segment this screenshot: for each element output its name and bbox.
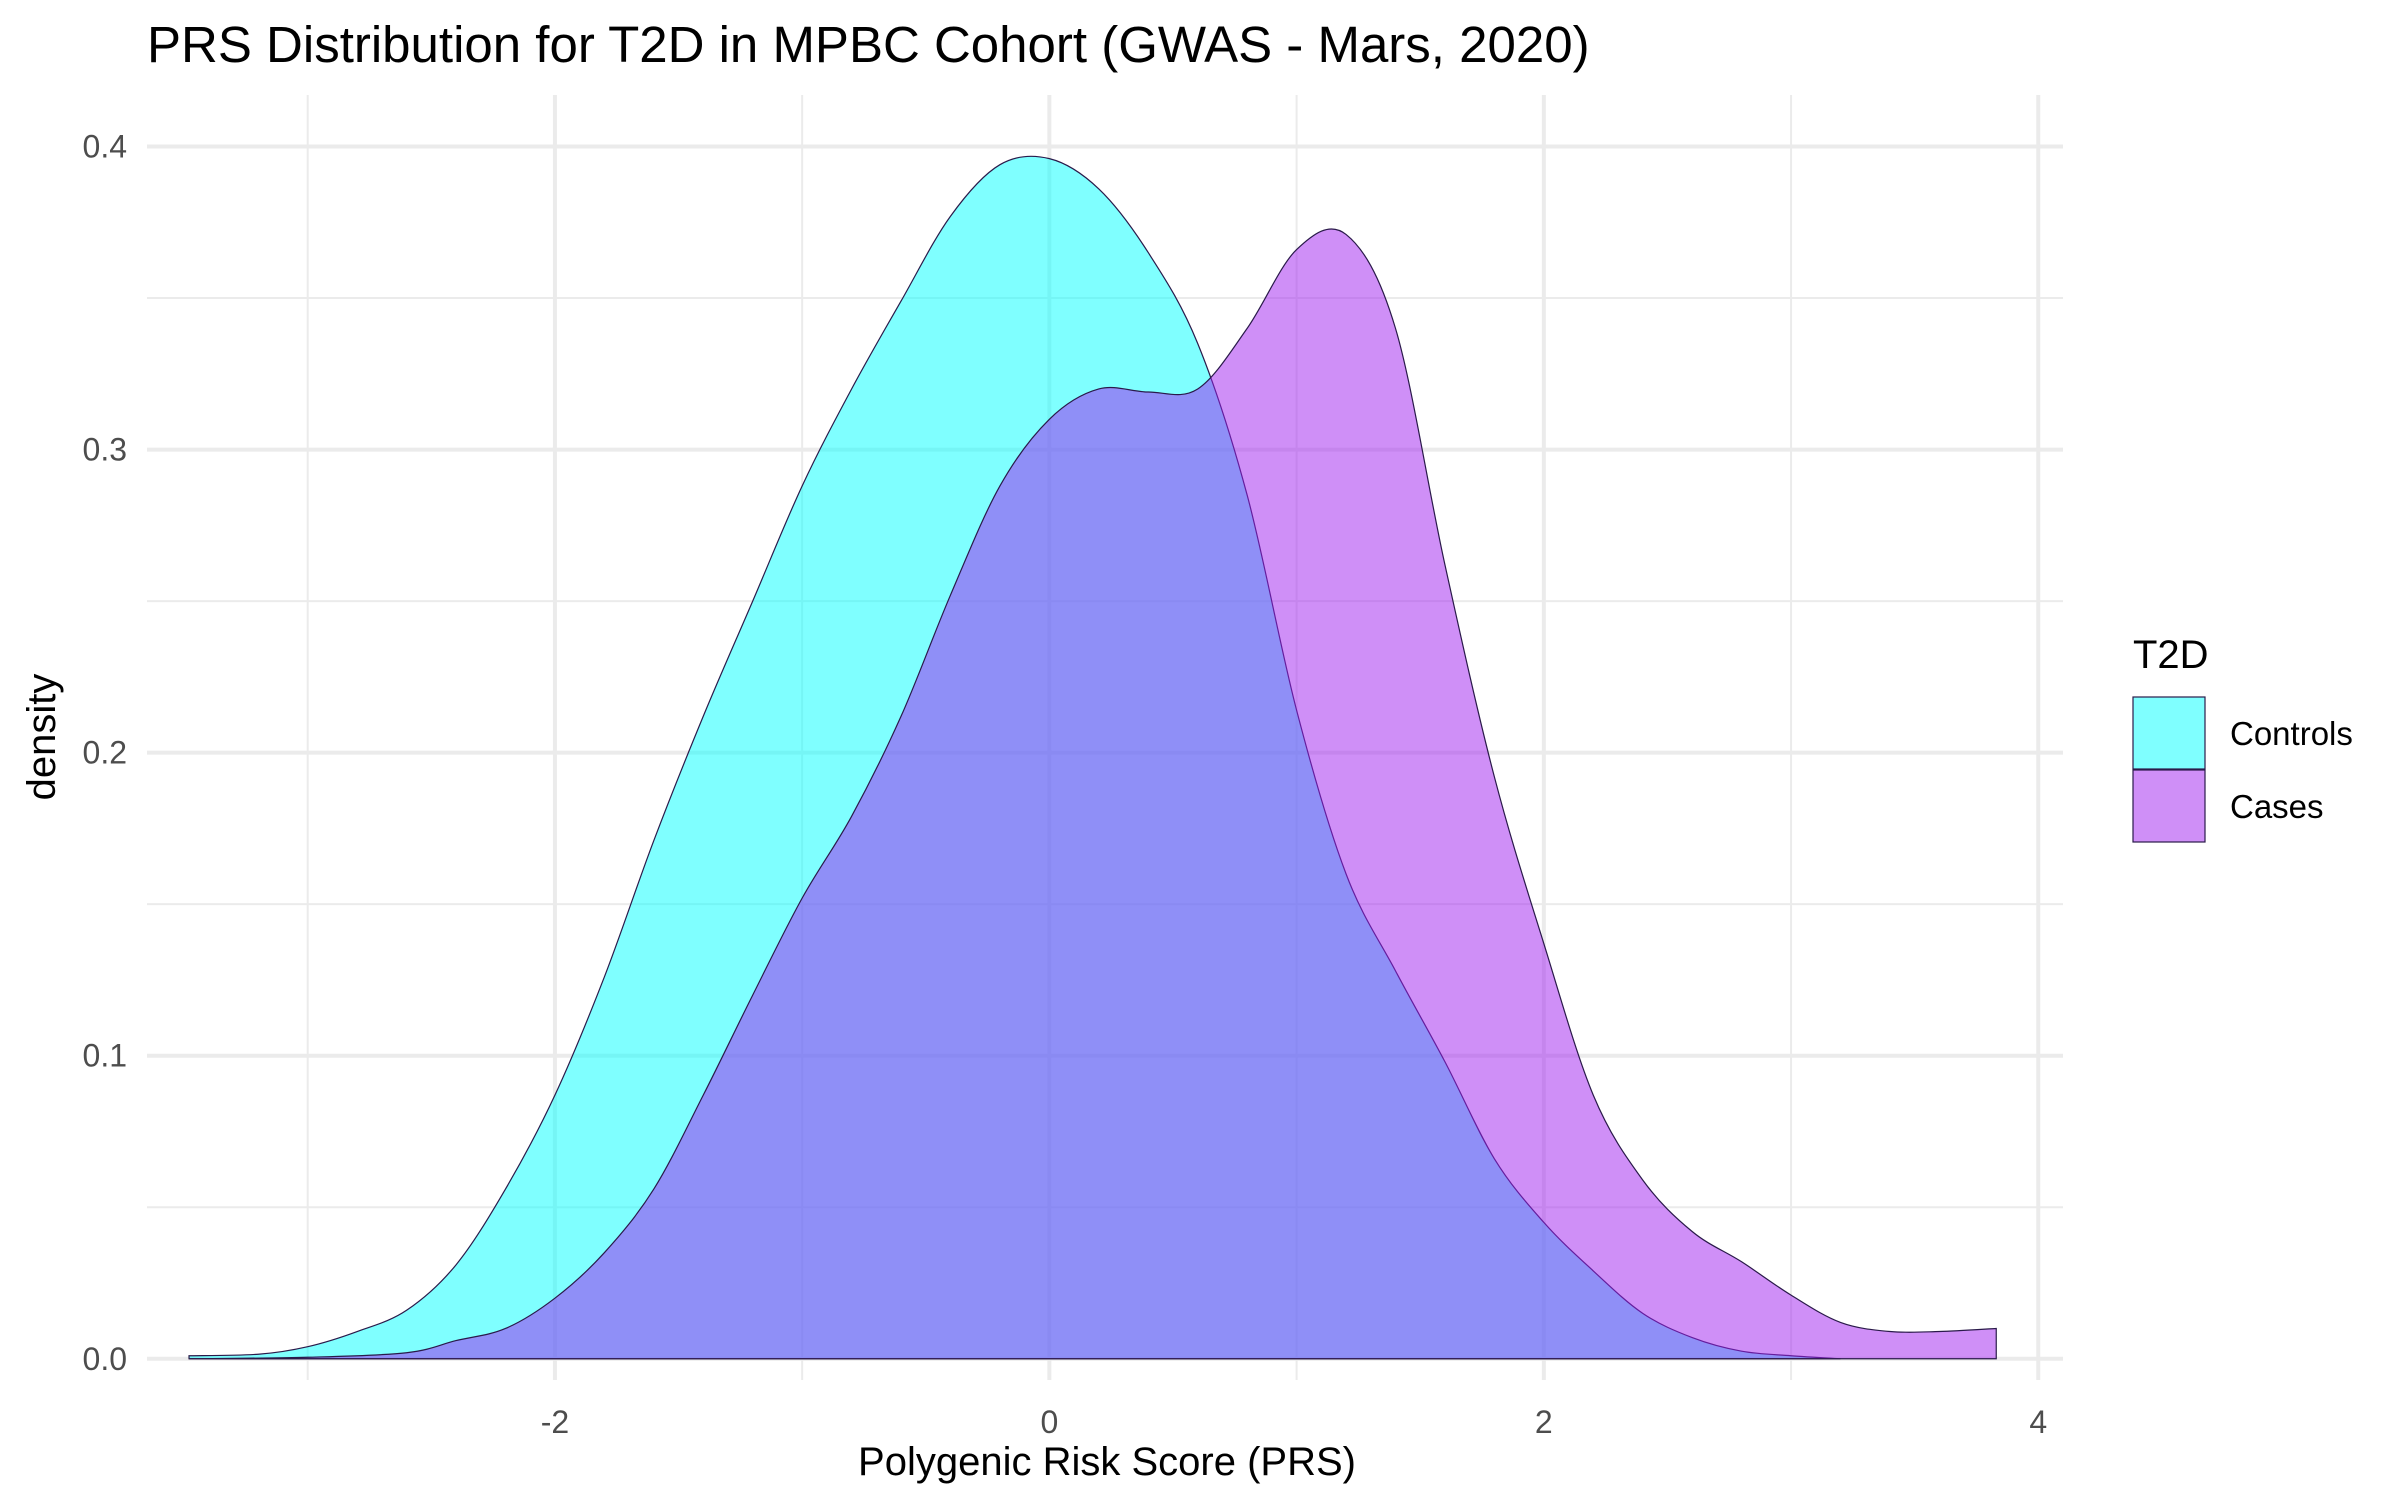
legend: T2D Controls Cases bbox=[2132, 633, 2353, 843]
density-area-cases bbox=[189, 228, 1997, 1360]
y-tick-label: 0.4 bbox=[83, 129, 127, 165]
x-tick-label: 2 bbox=[1535, 1404, 1553, 1440]
legend-key-cases bbox=[2132, 769, 2206, 843]
legend-label-controls: Controls bbox=[2230, 715, 2353, 752]
y-tick-label: 0.2 bbox=[83, 735, 127, 771]
x-tick-label: 0 bbox=[1040, 1404, 1058, 1440]
y-axis-title: density bbox=[20, 674, 64, 801]
density-areas bbox=[188, 155, 1997, 1360]
x-tick-label: 4 bbox=[2029, 1404, 2047, 1440]
y-tick-label: 0.0 bbox=[83, 1341, 127, 1377]
x-axis-title: Polygenic Risk Score (PRS) bbox=[858, 1440, 1356, 1484]
y-tick-label: 0.3 bbox=[83, 432, 127, 468]
x-tick-label: -2 bbox=[541, 1404, 569, 1440]
chart-title: PRS Distribution for T2D in MPBC Cohort … bbox=[147, 16, 1590, 73]
legend-label-cases: Cases bbox=[2230, 788, 2324, 825]
y-tick-label: 0.1 bbox=[83, 1038, 127, 1074]
axis-ticks: 0.0 0.1 0.2 0.3 0.4 -2 0 2 4 bbox=[83, 129, 2048, 1440]
legend-key-controls bbox=[2132, 696, 2206, 770]
legend-title: T2D bbox=[2133, 633, 2209, 677]
